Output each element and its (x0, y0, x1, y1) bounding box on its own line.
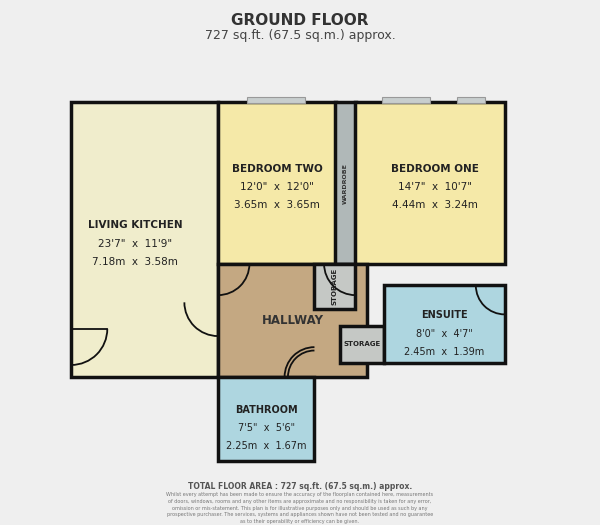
Text: 727 sq.ft. (67.5 sq.m.) approx.: 727 sq.ft. (67.5 sq.m.) approx. (205, 29, 395, 42)
Text: BEDROOM TWO: BEDROOM TWO (232, 164, 322, 174)
Text: HALLWAY: HALLWAY (262, 314, 324, 327)
Text: 7.18m  x  3.58m: 7.18m x 3.58m (92, 257, 178, 267)
Text: 3.65m  x  3.65m: 3.65m x 3.65m (234, 200, 320, 211)
Text: 23'7"  x  11'9": 23'7" x 11'9" (98, 238, 172, 248)
Bar (340, 327, 384, 363)
Text: Whilst every attempt has been made to ensure the accuracy of the floorplan conta: Whilst every attempt has been made to en… (166, 492, 434, 525)
Text: WARDROBE: WARDROBE (343, 163, 348, 204)
Text: BATHROOM: BATHROOM (235, 405, 298, 415)
Text: ENSUITE: ENSUITE (421, 310, 468, 320)
Bar (355, 102, 505, 264)
Text: LIVING KITCHEN: LIVING KITCHEN (88, 220, 182, 230)
Bar (218, 102, 336, 264)
Bar (314, 264, 355, 309)
Bar (218, 264, 367, 377)
Text: TOTAL FLOOR AREA : 727 sq.ft. (67.5 sq.m.) approx.: TOTAL FLOOR AREA : 727 sq.ft. (67.5 sq.m… (188, 482, 412, 491)
Bar (457, 97, 485, 103)
Text: BEDROOM ONE: BEDROOM ONE (391, 164, 479, 174)
Text: 8'0"  x  4'7": 8'0" x 4'7" (416, 329, 473, 339)
Bar (382, 97, 430, 103)
Bar (385, 286, 505, 363)
Text: 7'5"  x  5'6": 7'5" x 5'6" (238, 423, 295, 433)
Text: GROUND FLOOR: GROUND FLOOR (231, 13, 369, 28)
Text: 14'7"  x  10'7": 14'7" x 10'7" (398, 182, 472, 192)
Bar (335, 102, 356, 264)
Bar (247, 97, 305, 103)
Text: STORAGE: STORAGE (343, 341, 380, 348)
Text: 4.44m  x  3.24m: 4.44m x 3.24m (392, 200, 478, 211)
Bar (218, 377, 314, 461)
Text: 12'0"  x  12'0": 12'0" x 12'0" (240, 182, 314, 192)
Text: 2.45m  x  1.39m: 2.45m x 1.39m (404, 347, 485, 357)
Text: STORAGE: STORAGE (332, 268, 338, 305)
Text: 2.25m  x  1.67m: 2.25m x 1.67m (226, 441, 307, 451)
Bar (71, 102, 218, 377)
